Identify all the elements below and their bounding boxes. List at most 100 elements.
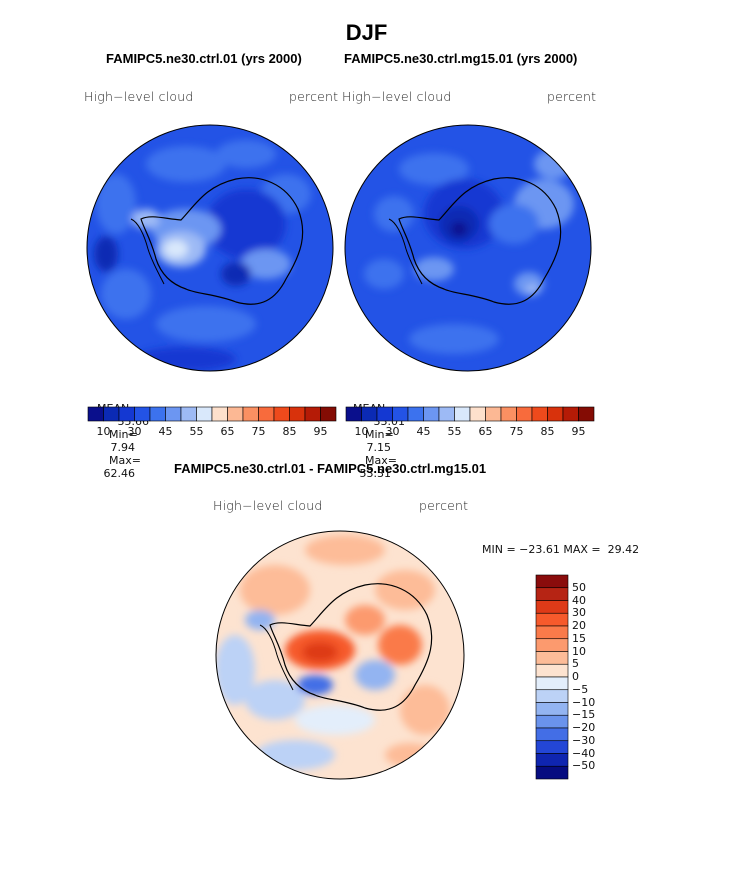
colorbar-swatch [535, 765, 569, 780]
colorbar-tick-label: 55 [189, 425, 204, 438]
colorbar-swatch [485, 406, 502, 422]
colorbar-swatch [535, 651, 569, 665]
colorbar-swatch [516, 406, 533, 422]
colorbar-tick-label: 55 [447, 425, 462, 438]
colorbar-swatch [535, 727, 569, 742]
colorbar-swatch [87, 406, 104, 422]
colorbar-tick-label: 85 [282, 425, 297, 438]
colorbar-swatch [392, 406, 409, 422]
colorbar-swatch [149, 406, 166, 422]
colorbar-swatch [345, 406, 362, 422]
colorbar-swatch [407, 406, 424, 422]
colorbar-swatch [547, 406, 564, 422]
panel1-min-label: Min= [109, 428, 138, 441]
colorbar-swatch [320, 406, 337, 422]
panel2-max: 53.31 [359, 467, 392, 480]
colorbar-diff [535, 574, 569, 780]
panel2-field-label: High−level cloud [342, 89, 452, 104]
colorbar-swatch [535, 600, 569, 614]
panel2-case-title: FAMIPC5.ne30.ctrl.mg15.01 (yrs 2000) [344, 51, 578, 66]
panel1-max-label: Max= [109, 454, 141, 467]
colorbar-swatch [376, 406, 393, 422]
colorbar-swatch [196, 406, 213, 422]
colorbar-tick-label: −30 [572, 733, 596, 747]
colorbar-tick-label: 95 [571, 425, 586, 438]
colorbar-swatch [535, 638, 569, 652]
map-panel-2 [344, 124, 592, 372]
colorbar-swatch [562, 406, 579, 422]
colorbar-swatch [211, 406, 228, 422]
colorbar-tick-label: −15 [572, 708, 596, 722]
diff-units-label: percent [419, 498, 469, 513]
colorbar-swatch [165, 406, 182, 422]
panel1-units-label: percent [289, 89, 339, 104]
colorbar-tick-label: 75 [509, 425, 524, 438]
colorbar-tick-label: −50 [572, 759, 596, 773]
colorbar-swatch [535, 574, 569, 589]
colorbar-swatch [227, 406, 244, 422]
diff-minmax: MIN = −23.61 MAX = 29.42 [482, 543, 640, 556]
map-panel-diff [215, 530, 465, 780]
colorbar-tick-label: −40 [572, 746, 596, 760]
colorbar-tick-label: 95 [313, 425, 328, 438]
colorbar-swatch [454, 406, 471, 422]
panel2-min: 7.15 [366, 441, 392, 454]
colorbar-tick-label: 40 [572, 593, 586, 607]
colorbar-tick-label: 85 [540, 425, 555, 438]
colorbar-swatch [361, 406, 378, 422]
colorbar-tick-label: 10 [96, 425, 111, 438]
main-title: DJF [345, 20, 388, 45]
colorbar-tick-label: −10 [572, 695, 596, 709]
colorbar-tick-label: 30 [385, 425, 400, 438]
colorbar-panel-1 [87, 406, 337, 422]
colorbar-tick-label: 30 [127, 425, 142, 438]
colorbar-tick-label: 65 [478, 425, 493, 438]
colorbar-tick-label: 10 [572, 644, 586, 658]
colorbar-swatch [578, 406, 595, 422]
colorbar-tick-label: 30 [572, 606, 586, 620]
colorbar-tick-label: 75 [251, 425, 266, 438]
colorbar-swatch [535, 663, 569, 678]
colorbar-swatch [180, 406, 197, 422]
colorbar-swatch [535, 689, 569, 703]
colorbar-swatch [535, 740, 569, 754]
colorbar-swatch [438, 406, 455, 422]
colorbar-swatch [423, 406, 440, 422]
panel1-min: 7.94 [110, 441, 136, 454]
colorbar-swatch [134, 406, 151, 422]
colorbar-tick-label: 45 [158, 425, 173, 438]
colorbar-tick-label: 65 [220, 425, 235, 438]
colorbar-swatch [118, 406, 135, 422]
panel2-units-label: percent [547, 89, 597, 104]
map-panel-1 [86, 124, 334, 372]
colorbar-swatch [289, 406, 306, 422]
colorbar-swatch [469, 406, 486, 422]
colorbar-tick-label: 45 [416, 425, 431, 438]
colorbar-swatch [535, 676, 569, 691]
colorbar-swatch [242, 406, 259, 422]
colorbar-swatch [535, 612, 569, 627]
colorbar-swatch [535, 753, 569, 767]
colorbar-swatch [273, 406, 290, 422]
colorbar-tick-label: 10 [354, 425, 369, 438]
colorbar-tick-label: 15 [572, 631, 586, 645]
colorbar-swatch [535, 587, 569, 601]
colorbar-swatch [103, 406, 120, 422]
colorbar-tick-label: −20 [572, 721, 596, 734]
colorbar-tick-label: 0 [572, 670, 579, 683]
panel1-case-title: FAMIPC5.ne30.ctrl.01 (yrs 2000) [106, 51, 302, 66]
panel1-max: 62.46 [103, 467, 136, 480]
colorbar-panel-2 [345, 406, 595, 422]
colorbar-swatch [500, 406, 517, 422]
panel2-min-label: Min= [365, 428, 394, 441]
panel2-max-label: Max= [365, 454, 397, 467]
diff-field-label: High−level cloud [213, 498, 323, 513]
panel1-field-label: High−level cloud [84, 89, 194, 104]
colorbar-tick-label: 5 [572, 657, 579, 671]
colorbar-swatch [304, 406, 321, 422]
colorbar-tick-label: −5 [572, 682, 589, 696]
colorbar-swatch [531, 406, 548, 422]
diff-case-title: FAMIPC5.ne30.ctrl.01 - FAMIPC5.ne30.ctrl… [174, 461, 487, 476]
colorbar-tick-label: 20 [572, 619, 586, 632]
colorbar-swatch [535, 702, 569, 716]
